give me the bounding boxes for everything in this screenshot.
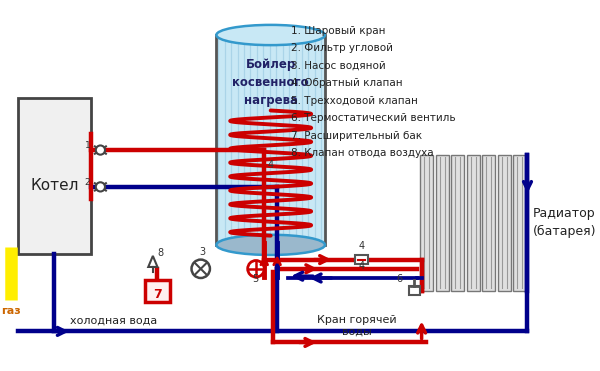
Bar: [17, 98, 91, 254]
Text: 5. Трехходовой клапан: 5. Трехходовой клапан: [291, 96, 418, 106]
Ellipse shape: [217, 235, 325, 255]
Circle shape: [248, 260, 264, 277]
Circle shape: [96, 145, 105, 155]
Ellipse shape: [217, 25, 325, 45]
Text: 1. Шаровый кран: 1. Шаровый кран: [291, 26, 385, 36]
Text: 5: 5: [252, 274, 258, 284]
Text: Бойлер
косвенного
нагрева: Бойлер косвенного нагрева: [232, 58, 309, 107]
Text: холодная вода: холодная вода: [70, 316, 157, 326]
Bar: [436, 155, 449, 291]
Bar: [217, 35, 325, 245]
Circle shape: [96, 182, 105, 191]
Text: Радиатор
(батарея): Радиатор (батарея): [533, 207, 596, 238]
Text: 4. Обратный клапан: 4. Обратный клапан: [291, 78, 403, 88]
Text: 6: 6: [397, 274, 403, 284]
Text: 4: 4: [359, 240, 365, 250]
Text: 4: 4: [359, 261, 365, 271]
Text: 2: 2: [85, 178, 91, 187]
Circle shape: [191, 260, 210, 278]
Text: 1: 1: [85, 141, 91, 150]
Text: 7: 7: [153, 288, 162, 301]
Text: 3: 3: [200, 247, 206, 257]
Bar: [145, 280, 170, 302]
Bar: [420, 155, 433, 291]
Text: 2. Фильтр угловой: 2. Фильтр угловой: [291, 43, 393, 53]
Text: 6. Термостатический вентиль: 6. Термостатический вентиль: [291, 113, 455, 123]
Bar: [482, 155, 495, 291]
Text: Кран горячей
воды: Кран горячей воды: [317, 315, 397, 337]
Bar: [409, 286, 420, 295]
Text: 8: 8: [157, 248, 163, 258]
Text: газ: газ: [1, 306, 21, 316]
Bar: [355, 255, 368, 264]
Polygon shape: [148, 256, 157, 267]
Bar: [217, 35, 325, 245]
Text: 8. Клапан отвода воздуха: 8. Клапан отвода воздуха: [291, 148, 434, 158]
Text: Котел: Котел: [30, 178, 79, 193]
Bar: [451, 155, 464, 291]
Text: 4: 4: [268, 161, 274, 170]
Bar: [467, 155, 479, 291]
Text: 3. Насос водяной: 3. Насос водяной: [291, 61, 386, 71]
Bar: [498, 155, 511, 291]
Text: 7. Расширительный бак: 7. Расширительный бак: [291, 131, 422, 141]
Bar: [514, 155, 526, 291]
